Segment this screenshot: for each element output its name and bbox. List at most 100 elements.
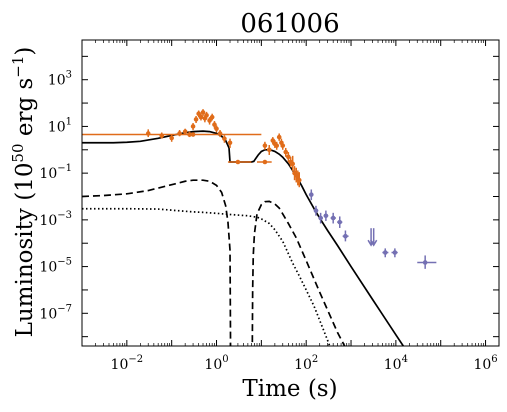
y-axis-label-close: ) <box>12 47 38 56</box>
data-point <box>145 129 151 138</box>
data-point <box>276 133 282 141</box>
chart-title: 061006 <box>240 9 339 39</box>
data-point <box>204 111 209 119</box>
x-tick-label: 102 <box>294 354 318 373</box>
x-tick-label: 106 <box>473 354 497 373</box>
data-marker <box>182 129 188 134</box>
data-point <box>382 248 389 258</box>
x-tick-exp: −2 <box>128 354 143 365</box>
data-marker <box>169 135 174 141</box>
data-point <box>313 205 319 216</box>
y-tick-base: 10 <box>48 73 66 89</box>
data-marker <box>382 250 388 255</box>
data-point <box>286 152 291 163</box>
y-tick-label: 101 <box>48 116 72 135</box>
y-tick-label: 10−7 <box>39 303 72 322</box>
data-marker <box>207 118 212 123</box>
data-marker <box>330 215 336 221</box>
y-tick-exp: −3 <box>57 210 72 221</box>
data-point <box>342 230 349 242</box>
data-marker <box>262 143 268 148</box>
data-marker <box>227 140 233 146</box>
y-tick-label: 10−1 <box>39 163 72 182</box>
x-tick-exp: 4 <box>402 354 408 365</box>
x-tick-label: 10−2 <box>111 354 144 373</box>
data-point <box>266 145 272 155</box>
y-axis-label: Luminosity (1050 erg s−1) <box>9 47 38 338</box>
y-axis-label-exp: 50 <box>9 143 27 162</box>
data-point <box>214 125 219 133</box>
data-marker <box>276 134 282 140</box>
data-marker <box>193 117 199 122</box>
data-marker <box>283 149 289 155</box>
data-point <box>209 113 215 121</box>
y-tick-label: 10−5 <box>39 257 72 276</box>
y-tick-label: 10−3 <box>39 210 72 229</box>
data-marker <box>309 192 314 197</box>
data-marker <box>422 260 428 265</box>
y-tick-base: 10 <box>48 119 66 135</box>
data-marker <box>296 177 302 183</box>
data-point <box>323 210 329 221</box>
data-marker <box>222 136 227 141</box>
data-marker <box>200 110 206 115</box>
data-point <box>159 132 165 139</box>
data-marker <box>262 159 268 165</box>
x-tick-base: 10 <box>384 357 402 373</box>
data-marker <box>198 114 204 120</box>
data-point <box>196 110 201 118</box>
y-axis-label-text: Luminosity (10 <box>12 163 38 338</box>
data-point <box>274 141 280 150</box>
data-point <box>417 255 437 269</box>
x-tick-exp: 0 <box>222 354 228 365</box>
data-point <box>290 155 295 172</box>
y-tick-base: 10 <box>39 213 57 229</box>
plot-area <box>82 109 437 346</box>
y-axis-label-unit-exp: −1 <box>9 56 27 78</box>
plot-frame <box>81 39 500 347</box>
data-point <box>193 115 199 124</box>
data-marker <box>212 122 217 127</box>
x-axis-label: Time (s) <box>242 376 337 402</box>
data-marker <box>343 233 348 239</box>
data-marker <box>318 215 323 221</box>
y-tick-exp: 1 <box>66 116 72 127</box>
data-marker <box>145 131 151 136</box>
data-point <box>200 109 206 116</box>
data-marker <box>337 219 343 225</box>
data-marker <box>214 126 219 131</box>
x-tick-exp: 6 <box>491 354 497 365</box>
data-point <box>177 130 182 137</box>
data-marker <box>286 154 291 160</box>
data-marker <box>323 213 329 219</box>
data-marker <box>280 143 286 148</box>
x-tick-base: 10 <box>204 357 222 373</box>
data-point <box>308 189 314 201</box>
data-point <box>227 159 252 165</box>
data-point <box>190 123 196 131</box>
data-marker <box>274 143 280 148</box>
model-curves <box>82 130 405 346</box>
data-marker <box>159 133 165 139</box>
data-marker <box>190 132 196 137</box>
x-tick-label: 100 <box>204 354 228 373</box>
model-curve-dashed <box>82 179 232 346</box>
data-marker <box>209 114 215 120</box>
data-point <box>318 212 323 224</box>
data-point <box>227 138 233 148</box>
model-curve-dashed <box>251 200 346 346</box>
data-marker <box>392 250 398 255</box>
data-point <box>217 130 223 138</box>
data-point <box>187 131 192 138</box>
data-point <box>207 117 212 125</box>
data-point <box>169 134 174 142</box>
data-marker <box>190 124 196 129</box>
data-point <box>262 141 268 150</box>
upper-limit-arrow <box>370 239 378 247</box>
data-points <box>82 109 437 269</box>
data-point <box>212 121 217 129</box>
x-tick-exp: 2 <box>312 354 318 365</box>
x-tick-base: 10 <box>294 357 312 373</box>
